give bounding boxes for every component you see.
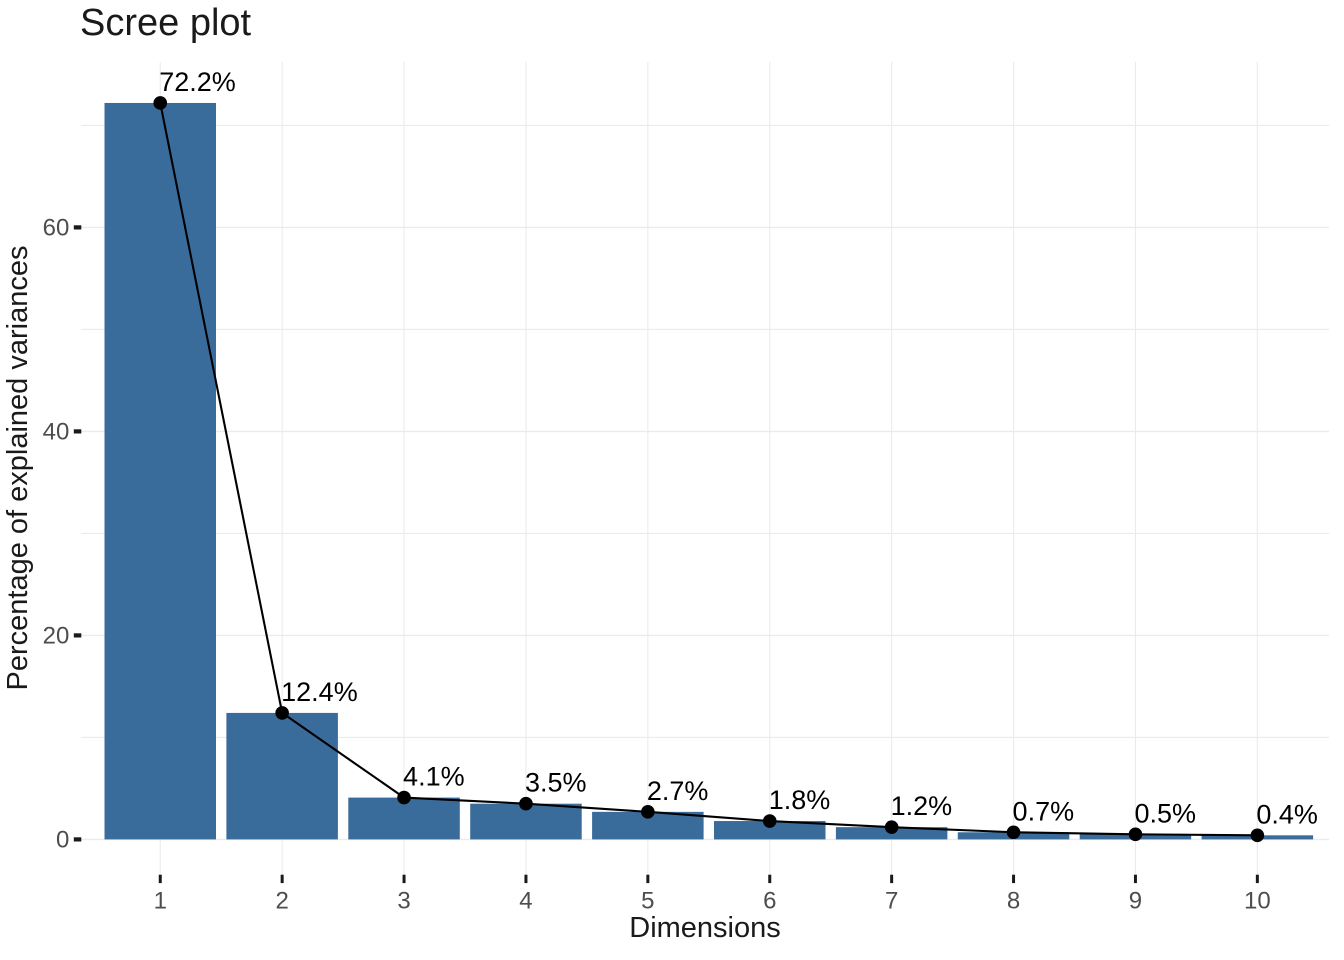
svg-text:9: 9 xyxy=(1129,887,1142,914)
svg-text:40: 40 xyxy=(43,418,70,445)
svg-text:0.5%: 0.5% xyxy=(1134,798,1196,828)
svg-text:20: 20 xyxy=(43,622,70,649)
svg-text:72.2%: 72.2% xyxy=(159,67,236,97)
svg-text:2.7%: 2.7% xyxy=(647,776,709,806)
svg-text:8: 8 xyxy=(1007,887,1020,914)
svg-text:2: 2 xyxy=(275,887,288,914)
svg-text:0.4%: 0.4% xyxy=(1256,799,1318,829)
svg-text:1.2%: 1.2% xyxy=(891,791,953,821)
svg-text:1.8%: 1.8% xyxy=(769,785,831,815)
svg-text:60: 60 xyxy=(43,214,70,241)
svg-text:4: 4 xyxy=(519,887,532,914)
svg-text:10: 10 xyxy=(1244,887,1271,914)
svg-text:0: 0 xyxy=(56,826,69,853)
svg-text:1: 1 xyxy=(154,887,167,914)
svg-text:5: 5 xyxy=(641,887,654,914)
svg-text:3: 3 xyxy=(397,887,410,914)
svg-text:12.4%: 12.4% xyxy=(281,677,358,707)
svg-text:7: 7 xyxy=(885,887,898,914)
svg-text:6: 6 xyxy=(763,887,776,914)
svg-text:3.5%: 3.5% xyxy=(525,768,587,798)
svg-text:4.1%: 4.1% xyxy=(403,762,465,792)
svg-text:0.7%: 0.7% xyxy=(1013,796,1075,826)
